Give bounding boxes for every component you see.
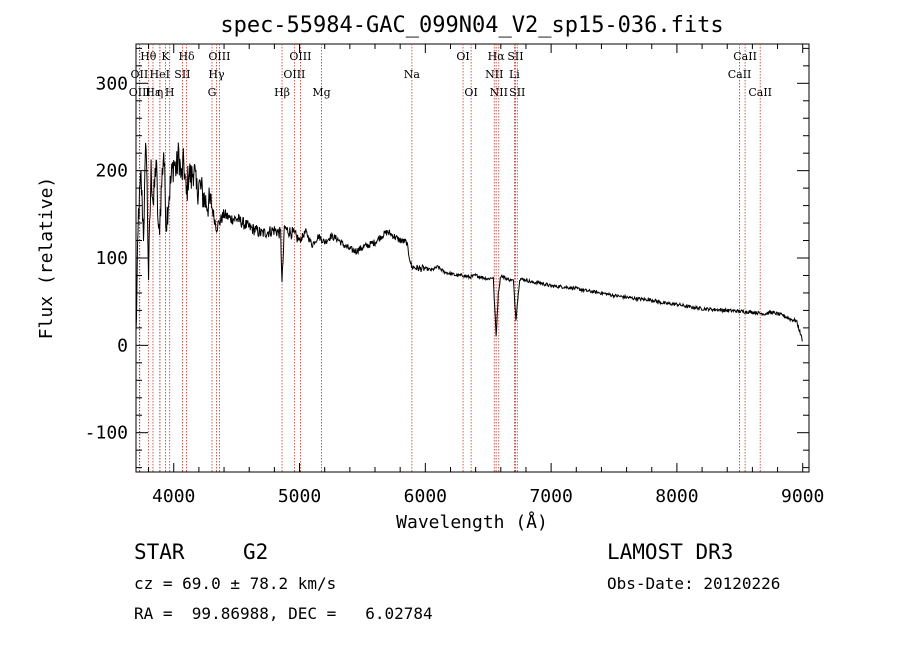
- y-tick-label: 300: [95, 73, 128, 94]
- emission-line-label: Mg: [312, 86, 330, 99]
- x-tick-label: 9000: [781, 486, 824, 507]
- emission-line-label: SII: [507, 50, 523, 63]
- emission-line-label: Hθ: [140, 50, 157, 63]
- emission-line-label: SII: [174, 68, 190, 81]
- emission-line-label: OIII: [129, 86, 151, 99]
- x-axis-label: Wavelength (Å): [396, 511, 548, 533]
- emission-line-label: NII: [490, 86, 508, 99]
- velocity: cz = 69.0 ± 78.2 km/s: [134, 574, 337, 593]
- emission-line-label: OIII: [289, 50, 311, 63]
- emission-line-label: Li: [509, 68, 520, 81]
- object-type: STAR: [134, 540, 185, 564]
- emission-line-label: Hε: [145, 86, 161, 99]
- emission-lines: [138, 44, 761, 472]
- emission-line-label: OI: [464, 86, 477, 99]
- emission-line-label: Na: [404, 68, 421, 81]
- emission-line-label: Hα: [488, 50, 506, 63]
- survey-label: LAMOST DR3: [607, 540, 734, 564]
- x-tick-label: 8000: [655, 486, 698, 507]
- emission-line-label: H: [165, 86, 175, 99]
- y-tick-label: -100: [85, 423, 128, 444]
- x-tick-label: 4000: [152, 486, 195, 507]
- subclass: G2: [243, 540, 269, 564]
- emission-line-label: Hβ: [274, 86, 290, 99]
- axis-tick-labels: 4000 5000 6000 7000 8000 9000 -100 0 100 200 300: [85, 73, 825, 507]
- emission-line-label: CaII: [748, 86, 772, 99]
- emission-line-label: OIII: [283, 68, 305, 81]
- spectrum-chart: spec-55984-GAC_099N04_V2_sp15-036.fits H…: [36, 13, 825, 533]
- emission-line-label: OII: [131, 68, 149, 81]
- emission-line-label: η: [157, 86, 164, 99]
- coordinates: RA = 99.86988, DEC = 6.02784: [134, 604, 433, 623]
- x-tick-label: 5000: [278, 486, 321, 507]
- x-tick-label: 6000: [404, 486, 447, 507]
- emission-line-label: OIII: [208, 50, 230, 63]
- obs-date: Obs-Date: 20120226: [607, 574, 781, 593]
- chart-title: spec-55984-GAC_099N04_V2_sp15-036.fits: [220, 13, 723, 38]
- emission-line-label: CaII: [728, 68, 752, 81]
- y-axis-label: Flux (relative): [36, 177, 57, 340]
- x-tick-label: 7000: [529, 486, 572, 507]
- y-tick-label: 200: [95, 161, 128, 182]
- y-tick-label: 100: [95, 248, 128, 269]
- emission-line-label: Hγ: [208, 68, 225, 81]
- emission-line-label: G: [208, 86, 217, 99]
- emission-line-label: SII: [509, 86, 525, 99]
- emission-line-label: OI: [456, 50, 469, 63]
- emission-line-label: NII: [485, 68, 503, 81]
- plot-frame: [135, 43, 810, 473]
- axis-ticks: [136, 44, 809, 472]
- emission-line-label: Hδ: [178, 50, 195, 63]
- emission-line-label: HeI: [150, 68, 170, 81]
- spectrum-line: [135, 142, 803, 342]
- y-tick-label: 0: [117, 335, 128, 356]
- emission-line-label: CaII: [733, 50, 757, 63]
- emission-line-label: K: [161, 50, 170, 63]
